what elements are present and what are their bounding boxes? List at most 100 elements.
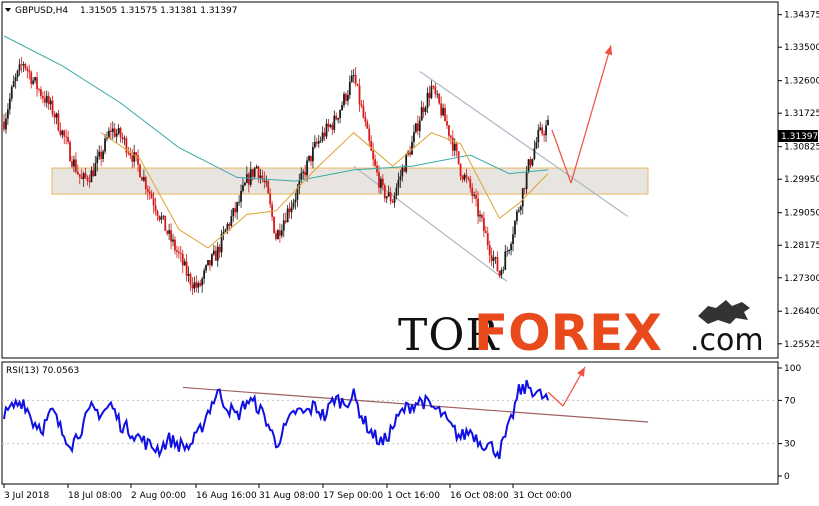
channel-upper-line bbox=[419, 70, 629, 217]
candle-body bbox=[18, 64, 21, 71]
candle-body bbox=[201, 278, 204, 286]
candle-body bbox=[109, 130, 112, 132]
candle-body bbox=[67, 137, 70, 142]
candle-body bbox=[424, 107, 427, 112]
price-axis: 1.34375 1.33500 1.32600 1.31725 1.30825 1.299… bbox=[778, 11, 819, 350]
candle-body bbox=[214, 250, 217, 261]
candle-body bbox=[205, 265, 207, 271]
current-price-tag: 1.31397 bbox=[778, 130, 818, 142]
candle-body bbox=[376, 165, 378, 173]
time-tick-label: 18 Jul 08:00 bbox=[68, 491, 122, 501]
candle-body bbox=[265, 181, 268, 183]
candle-body bbox=[41, 95, 44, 99]
candle-body bbox=[308, 155, 310, 161]
candle-body bbox=[234, 208, 237, 213]
candle-body bbox=[55, 113, 58, 118]
candle-body bbox=[71, 161, 73, 167]
time-tick-label: 1 Oct 16:00 bbox=[387, 491, 440, 501]
candle-body bbox=[337, 118, 340, 120]
candle-body bbox=[238, 201, 240, 203]
candle-body bbox=[144, 177, 147, 190]
candle-body bbox=[32, 80, 35, 84]
candle-body bbox=[226, 223, 229, 230]
candle-body bbox=[331, 124, 334, 130]
candle-body bbox=[102, 151, 104, 159]
candle-body bbox=[158, 215, 161, 220]
candle-body bbox=[150, 193, 153, 199]
candle-body bbox=[440, 103, 443, 116]
candle-body bbox=[152, 198, 155, 206]
candle-body bbox=[420, 107, 423, 121]
candle-body bbox=[333, 115, 336, 130]
candle-body bbox=[395, 187, 398, 196]
arrow-head bbox=[604, 45, 613, 56]
chart-header: GBPUSD,H4 1.31505 1.31575 1.31381 1.3139… bbox=[5, 6, 237, 16]
candle-body bbox=[73, 159, 75, 167]
candle-body bbox=[222, 231, 225, 235]
candle-body bbox=[61, 130, 64, 135]
time-tick-label: 16 Oct 08:00 bbox=[450, 491, 509, 501]
candle-body bbox=[86, 177, 89, 181]
candle-body bbox=[106, 137, 108, 139]
candle-body bbox=[131, 155, 134, 162]
candle-body bbox=[411, 141, 413, 155]
candle-body bbox=[125, 138, 128, 153]
candle-body bbox=[492, 257, 495, 261]
candle-body bbox=[471, 187, 474, 196]
candle-body bbox=[43, 98, 46, 103]
candle-body bbox=[389, 192, 392, 202]
price-tick-label: 1.26400 bbox=[784, 307, 819, 317]
candle-body bbox=[244, 182, 246, 186]
candle-body bbox=[409, 151, 411, 155]
candle-body bbox=[74, 159, 77, 172]
candle-body bbox=[306, 160, 308, 176]
candle-body bbox=[47, 95, 50, 105]
candle-body bbox=[449, 135, 452, 138]
candle-body bbox=[438, 93, 441, 104]
candle-body bbox=[380, 178, 382, 188]
bull-logo-icon bbox=[698, 300, 750, 324]
candle-body bbox=[479, 214, 481, 217]
candle-body bbox=[191, 284, 194, 289]
candle-body bbox=[162, 215, 165, 217]
candle-body bbox=[444, 107, 446, 122]
candle-body bbox=[195, 282, 198, 288]
candle-body bbox=[98, 151, 101, 157]
candle-body bbox=[104, 138, 106, 152]
candle-body bbox=[296, 187, 299, 200]
candle-body bbox=[12, 81, 15, 87]
rsi-tick-label: 100 bbox=[784, 364, 801, 374]
torforex-watermark: TOR FOREX .com bbox=[398, 300, 764, 362]
candle-body bbox=[403, 167, 406, 172]
candle-body bbox=[490, 255, 493, 261]
price-candles bbox=[3, 56, 549, 295]
candle-body bbox=[341, 105, 343, 111]
candle-body bbox=[108, 130, 110, 138]
watermark-part3: .com bbox=[690, 323, 764, 358]
candle-body bbox=[496, 257, 499, 271]
candle-body bbox=[129, 152, 132, 156]
candle-body bbox=[113, 128, 116, 137]
price-tick-label: 1.27300 bbox=[784, 274, 819, 284]
candle-body bbox=[38, 89, 40, 90]
candle-body bbox=[310, 155, 312, 162]
forecast-up-arrow bbox=[570, 45, 612, 184]
candle-body bbox=[484, 231, 487, 234]
candle-body bbox=[139, 164, 141, 178]
candle-body bbox=[5, 118, 7, 130]
rsi-panel-frame bbox=[1, 361, 779, 485]
time-tick-label: 16 Aug 16:00 bbox=[196, 491, 257, 501]
candle-body bbox=[463, 174, 466, 180]
candle-body bbox=[315, 141, 318, 144]
time-tick-label: 31 Oct 00:00 bbox=[513, 491, 572, 501]
candle-body bbox=[360, 104, 363, 107]
triangle-down-icon bbox=[5, 8, 11, 12]
candle-body bbox=[278, 230, 281, 236]
candle-body bbox=[230, 216, 233, 226]
candle-body bbox=[455, 143, 458, 152]
candle-body bbox=[321, 132, 324, 141]
candle-body bbox=[323, 132, 326, 137]
candle-body bbox=[383, 185, 386, 199]
candle-body bbox=[288, 208, 291, 213]
candle-body bbox=[69, 141, 71, 162]
